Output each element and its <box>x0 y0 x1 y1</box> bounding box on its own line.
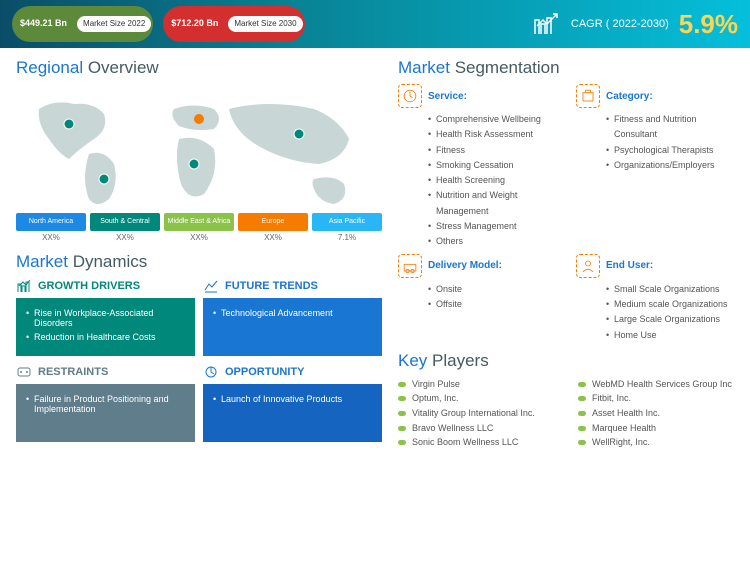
market-size-2030-pill: $712.20 Bn Market Size 2030 <box>163 6 304 42</box>
cagr-value: 5.9% <box>679 9 738 40</box>
key-player-item: Fitbit, Inc. <box>578 391 738 406</box>
segmentation-title: Market Segmentation <box>398 58 738 78</box>
market-size-2022-pill: $449.21 Bn Market Size 2022 <box>12 6 153 42</box>
key-player-item: Optum, Inc. <box>398 391 558 406</box>
region-tab: Middle East & AfricaXX% <box>164 213 234 244</box>
dynamics-grid: GROWTH DRIVERSRise in Workplace-Associat… <box>16 278 382 442</box>
dynamics-box: FUTURE TRENDSTechnological Advancement <box>203 278 382 356</box>
regional-title: Regional Overview <box>16 58 382 78</box>
header-bar: $449.21 Bn Market Size 2022 $712.20 Bn M… <box>0 0 750 48</box>
segment-column: Category:Fitness and Nutrition Consultan… <box>576 84 738 250</box>
segment-column: Delivery Model:OnsiteOffsite <box>398 254 560 343</box>
dynamics-box: RESTRAINTSFailure in Product Positioning… <box>16 364 195 442</box>
region-tab: EuropeXX% <box>238 213 308 244</box>
region-tab: Asia Pacific7.1% <box>312 213 382 244</box>
region-tabs: North AmericaXX%South & CentralXX%Middle… <box>16 213 382 244</box>
size-2022-label: Market Size 2022 <box>77 16 151 33</box>
growth-chart-icon <box>533 12 561 36</box>
key-players-title: Key Players <box>398 351 738 371</box>
key-player-item: WellRight, Inc. <box>578 435 738 450</box>
size-2030-value: $712.20 Bn <box>163 19 226 29</box>
region-tab: South & CentralXX% <box>90 213 160 244</box>
cagr-box: CAGR ( 2022-2030) 5.9% <box>533 9 738 40</box>
dynamics-title: Market Dynamics <box>16 252 382 272</box>
key-player-item: Virgin Pulse <box>398 377 558 392</box>
size-2022-value: $449.21 Bn <box>12 19 75 29</box>
key-players-grid: Virgin PulseOptum, Inc.Vitality Group In… <box>398 377 738 450</box>
segmentation-grid: Service:Comprehensive WellbeingHealth Ri… <box>398 84 738 343</box>
world-map-svg <box>16 84 382 224</box>
region-tab: North AmericaXX% <box>16 213 86 244</box>
size-2030-label: Market Size 2030 <box>228 16 302 33</box>
cagr-label: CAGR ( 2022-2030) <box>571 18 669 30</box>
dynamics-box: OPPORTUNITYLaunch of Innovative Products <box>203 364 382 442</box>
key-player-item: Sonic Boom Wellness LLC <box>398 435 558 450</box>
segment-column: End User:Small Scale OrganizationsMedium… <box>576 254 738 343</box>
key-player-item: Asset Health Inc. <box>578 406 738 421</box>
key-player-item: Vitality Group International Inc. <box>398 406 558 421</box>
key-player-item: Bravo Wellness LLC <box>398 421 558 436</box>
segment-column: Service:Comprehensive WellbeingHealth Ri… <box>398 84 560 250</box>
key-player-item: Marquee Health <box>578 421 738 436</box>
key-player-item: WebMD Health Services Group Inc <box>578 377 738 392</box>
dynamics-box: GROWTH DRIVERSRise in Workplace-Associat… <box>16 278 195 356</box>
world-map: North AmericaXX%South & CentralXX%Middle… <box>16 84 382 244</box>
